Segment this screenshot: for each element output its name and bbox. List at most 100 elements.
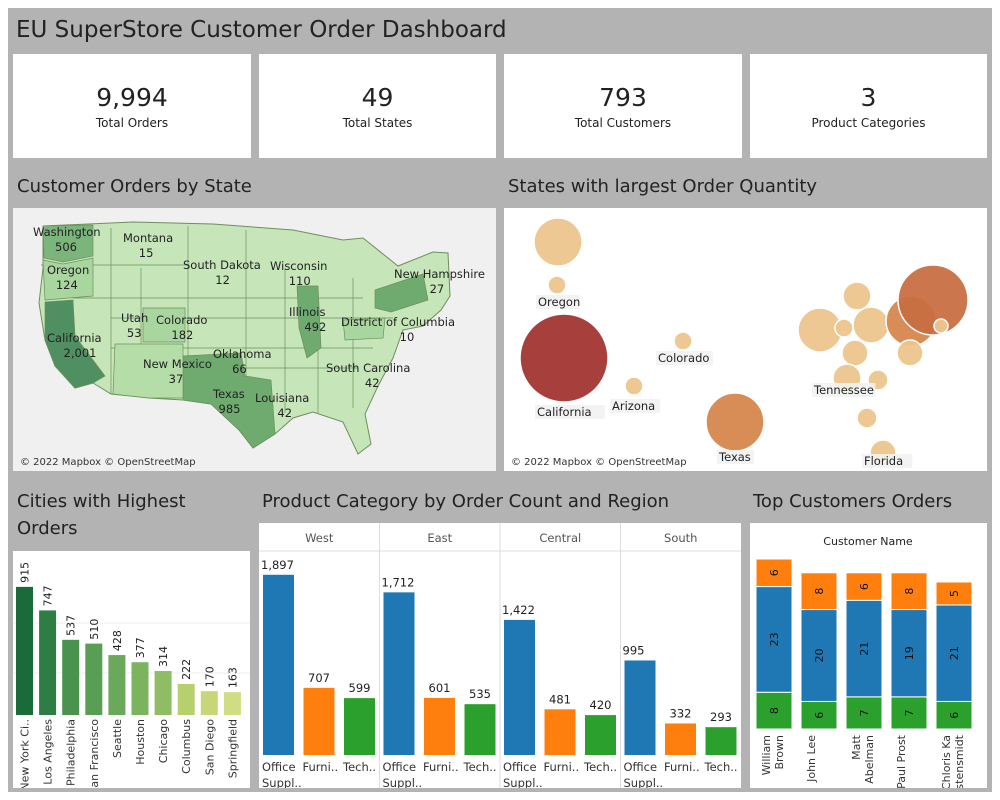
bubble-label: Texas <box>718 450 751 464</box>
map-label-state: Illinois <box>289 305 326 319</box>
state-california[interactable] <box>44 299 106 389</box>
customer-segment-label: 8 <box>813 588 826 595</box>
customer-bar-segment[interactable] <box>890 696 928 730</box>
state-bubble[interactable] <box>842 281 872 311</box>
map-label-state: Colorado <box>156 313 207 327</box>
state-bubble[interactable] <box>933 318 949 334</box>
state-new-york[interactable] <box>374 273 429 313</box>
category-tick-label: Office <box>262 760 296 774</box>
customers-chart-panel[interactable]: Customer Name 8 23 6 William Brown 6 20 8 John Le… <box>750 523 987 788</box>
map-label-value: 2,001 <box>64 346 97 360</box>
category-tick-label: Tech.. <box>583 760 617 774</box>
state-bubble[interactable] <box>852 306 890 344</box>
customer-tick-label: stensmidt <box>953 734 966 788</box>
state-bubble[interactable] <box>519 313 609 403</box>
category-bar[interactable] <box>504 619 535 755</box>
category-value-label: 707 <box>308 671 330 685</box>
category-bar[interactable] <box>344 698 375 755</box>
cities-bar-chart[interactable]: 915 New York Ci.. 747 Los Angeles 537 Philade… <box>13 551 250 788</box>
city-bar[interactable] <box>223 692 241 715</box>
state-mid-atlantic[interactable] <box>342 317 386 341</box>
map-label-state: Utah <box>121 311 148 325</box>
customer-segment-label: 7 <box>903 709 916 716</box>
kpi-label: Total Customers <box>574 116 672 130</box>
category-bar[interactable] <box>464 704 496 755</box>
customers-axis-title: Customer Name <box>823 535 913 548</box>
bubble-chart-panel[interactable]: Oregon Colorado California Arizona Texas Tenn… <box>504 208 987 471</box>
city-tick-label: Columbus <box>180 719 193 774</box>
state-texas[interactable] <box>182 352 276 449</box>
category-tick-label: Tech.. <box>704 760 738 774</box>
customer-bar-segment[interactable] <box>845 572 883 601</box>
customer-tick-label: Abelman <box>863 735 876 784</box>
city-bar[interactable] <box>200 691 218 715</box>
state-illinois[interactable] <box>296 285 322 359</box>
category-bar[interactable] <box>705 727 737 755</box>
bubbles <box>519 217 969 467</box>
city-tick-label: Chicago <box>157 719 170 763</box>
customer-bar-segment[interactable] <box>800 700 838 730</box>
city-value-label: 170 <box>203 666 216 687</box>
customer-segment-label: 20 <box>813 648 826 662</box>
category-region-chart[interactable]: West 1,897 Office Suppl.. 707 Furni.. 599 Tech.… <box>259 523 741 788</box>
state-map-panel[interactable]: Washington 506 Montana 15 Oregon 124 South Dak… <box>13 208 496 471</box>
state-bubble[interactable] <box>897 264 969 336</box>
customer-bar-segment[interactable] <box>845 599 883 698</box>
category-chart-panel[interactable]: West 1,897 Office Suppl.. 707 Furni.. 599 Tech.… <box>259 523 741 788</box>
bubble-label-bg <box>656 351 713 365</box>
category-bar[interactable] <box>263 574 294 755</box>
state-bubble[interactable] <box>856 407 878 429</box>
state-washington[interactable] <box>42 224 94 263</box>
city-bar[interactable] <box>85 643 103 715</box>
customer-bar-segment[interactable] <box>890 609 928 698</box>
state-colorado[interactable] <box>142 307 186 343</box>
state-southwest[interactable] <box>112 343 184 399</box>
category-bar[interactable] <box>665 723 696 755</box>
state-bubble[interactable] <box>896 339 924 367</box>
city-bar[interactable] <box>62 639 80 715</box>
city-bar[interactable] <box>16 586 33 715</box>
map-label-state: Montana <box>123 231 173 245</box>
region-header: South <box>664 531 697 545</box>
map-label-state: Oregon <box>47 263 89 277</box>
map-label-state: District of Columbia <box>341 315 455 329</box>
customers-stacked-chart[interactable]: Customer Name 8 23 6 William Brown 6 20 8 John Le… <box>750 523 987 788</box>
city-value-label: 510 <box>88 619 101 640</box>
state-bubble[interactable] <box>841 339 869 367</box>
city-bar[interactable] <box>177 683 195 715</box>
state-bubble[interactable] <box>624 376 644 396</box>
category-tick-label: Furni.. <box>303 760 339 774</box>
map-label-state: Washington <box>33 225 101 239</box>
cities-chart-panel[interactable]: 915 New York Ci.. 747 Los Angeles 537 Philade… <box>13 551 250 788</box>
city-bar[interactable] <box>154 671 172 715</box>
customer-segment-label: 6 <box>858 583 871 590</box>
city-bar[interactable] <box>39 610 57 715</box>
state-bubble[interactable] <box>834 318 854 338</box>
city-bar[interactable] <box>108 655 126 715</box>
customer-bar-segment[interactable] <box>890 572 928 611</box>
customer-bar-segment[interactable] <box>935 700 973 730</box>
map-label-value: 492 <box>304 320 326 334</box>
map-label-value: 66 <box>232 362 247 376</box>
category-bar[interactable] <box>585 715 616 755</box>
customer-bar-segment[interactable] <box>935 581 973 606</box>
state-oregon[interactable] <box>42 257 94 301</box>
state-bubble[interactable] <box>533 217 583 267</box>
category-bar[interactable] <box>624 660 656 755</box>
category-bar[interactable] <box>544 709 576 755</box>
map-label-value: 37 <box>169 372 184 386</box>
bubble-chart[interactable]: Oregon Colorado California Arizona Texas Tenn… <box>504 208 987 471</box>
customer-bar-segment[interactable] <box>800 572 838 611</box>
state-bubble[interactable] <box>547 275 567 295</box>
category-bar[interactable] <box>383 592 415 755</box>
city-bar[interactable] <box>131 662 149 715</box>
customer-bar-segment[interactable] <box>755 691 793 730</box>
customer-bar-segment[interactable] <box>755 558 793 588</box>
region-header: Central <box>539 531 581 545</box>
state-bubble[interactable] <box>673 331 693 351</box>
category-bar[interactable] <box>303 687 335 755</box>
category-bar[interactable] <box>424 697 455 755</box>
map-label-state: South Dakota <box>183 258 261 272</box>
state-bubble[interactable] <box>705 392 765 452</box>
